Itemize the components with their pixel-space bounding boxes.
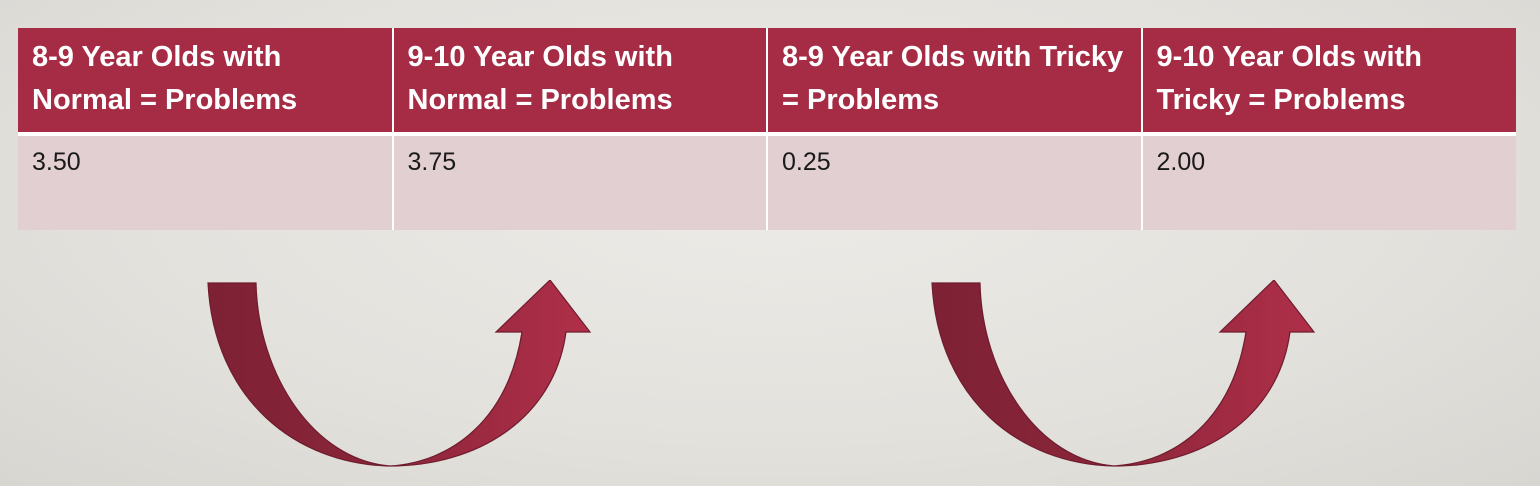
header-row: 8-9 Year Olds with Normal = Problems 9-1… — [18, 28, 1516, 136]
table-cell: 2.00 — [1141, 134, 1516, 230]
table-row: 3.50 3.75 0.25 2.00 — [18, 134, 1516, 230]
header-cell-8-9-tricky: 8-9 Year Olds with Tricky = Problems — [767, 28, 1143, 136]
header-cell-8-9-normal: 8-9 Year Olds with Normal = Problems — [18, 28, 394, 136]
table-cell: 3.75 — [392, 134, 768, 230]
curved-up-arrow-icon — [931, 280, 1316, 467]
curved-up-arrow-icon — [207, 280, 592, 467]
table-cell: 0.25 — [767, 134, 1143, 230]
table-cell: 3.50 — [18, 134, 394, 230]
header-cell-9-10-tricky: 9-10 Year Olds with Tricky = Problems — [1141, 28, 1516, 136]
results-table: 8-9 Year Olds with Normal = Problems 9-1… — [18, 28, 1516, 230]
header-cell-9-10-normal: 9-10 Year Olds with Normal = Problems — [392, 28, 768, 136]
